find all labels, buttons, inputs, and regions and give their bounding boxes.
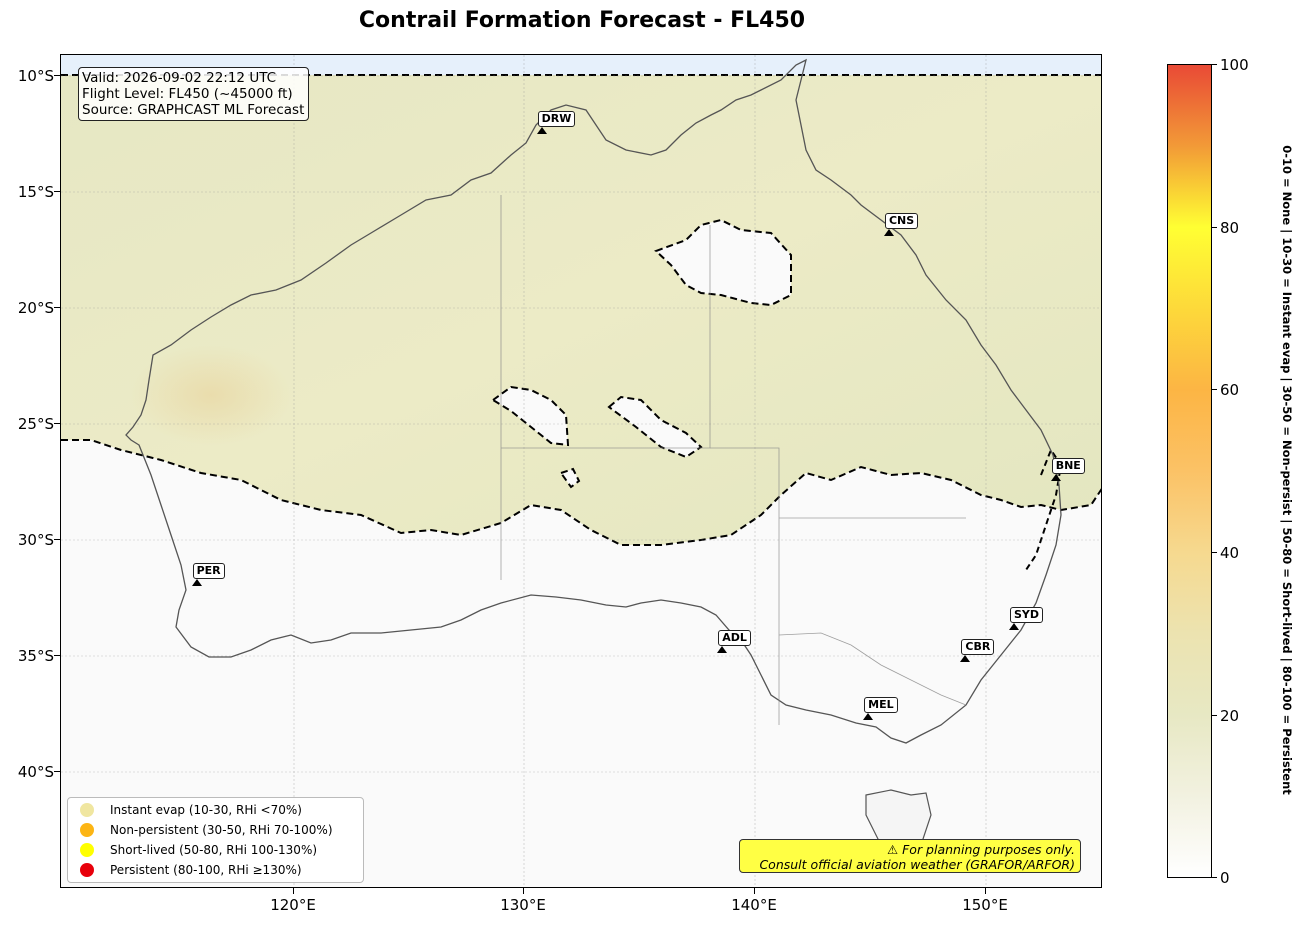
state-borders bbox=[500, 195, 967, 725]
lon-tick-mark bbox=[985, 888, 986, 894]
legend-label: Non-persistent (30-50, RHi 70-100%) bbox=[110, 823, 333, 837]
chart-title: Contrail Formation Forecast - FL450 bbox=[358, 8, 806, 33]
legend-item: Short-lived (50-80, RHi 100-130%) bbox=[80, 840, 317, 860]
planning-warning-box: ⚠ For planning purposes only. Consult of… bbox=[739, 839, 1081, 873]
legend-label: Short-lived (50-80, RHi 100-130%) bbox=[110, 843, 318, 857]
colorbar-tick-label: 20 bbox=[1220, 707, 1240, 725]
colorbar-tick-mark bbox=[1212, 227, 1217, 228]
forecast-source: Source: GRAPHCAST ML Forecast bbox=[82, 102, 305, 118]
colorbar-tick-label: 100 bbox=[1220, 56, 1249, 74]
city-marker-icon bbox=[536, 126, 547, 134]
lat-tick-label: 10°S bbox=[17, 67, 54, 85]
colorbar-tick-mark bbox=[1212, 552, 1217, 553]
colorbar-tick-mark bbox=[1212, 715, 1217, 716]
boundary-south bbox=[61, 439, 1101, 546]
city-marker-icon bbox=[717, 645, 728, 653]
colorbar-tick-label: 40 bbox=[1220, 544, 1240, 562]
colorbar-tick-label: 60 bbox=[1220, 381, 1240, 399]
boundary-east-coast bbox=[1025, 447, 1063, 571]
city-label-syd: SYD bbox=[1010, 606, 1044, 623]
colorbar-tick-label: 80 bbox=[1220, 219, 1240, 237]
city-label-cns: CNS bbox=[884, 212, 919, 229]
lat-tick-mark bbox=[54, 423, 60, 424]
legend-label: Instant evap (10-30, RHi <70%) bbox=[110, 803, 302, 817]
legend-item: Non-persistent (30-50, RHi 70-100%) bbox=[80, 820, 333, 840]
lat-tick-label: 30°S bbox=[17, 531, 54, 549]
legend-dot-non-persistent bbox=[80, 823, 94, 837]
city-marker-icon bbox=[883, 228, 894, 236]
legend-item: Instant evap (10-30, RHi <70%) bbox=[80, 800, 302, 820]
valid-time: Valid: 2026-09-02 22:12 UTC bbox=[82, 70, 277, 86]
legend-item: Persistent (80-100, RHi ≥130%) bbox=[80, 860, 302, 880]
forecast-field-north bbox=[61, 75, 1101, 545]
flight-level: Flight Level: FL450 (~45000 ft) bbox=[82, 86, 293, 102]
warning-line-1: ⚠ For planning purposes only. bbox=[887, 842, 1075, 857]
legend-label: Persistent (80-100, RHi ≥130%) bbox=[110, 863, 302, 877]
lat-tick-mark bbox=[54, 307, 60, 308]
warm-spot bbox=[131, 345, 291, 445]
map-canvas bbox=[61, 55, 1101, 887]
northern-ocean-band bbox=[61, 55, 1101, 75]
lat-tick-mark bbox=[54, 655, 60, 656]
lon-tick-label: 120°E bbox=[270, 896, 316, 914]
city-label-cbr: CBR bbox=[961, 638, 995, 655]
city-marker-icon bbox=[191, 578, 202, 586]
colorbar-category-label: 0-10 = None | 10-30 = Instant evap | 30-… bbox=[1280, 145, 1294, 795]
lon-tick-label: 150°E bbox=[962, 896, 1008, 914]
forecast-field-south bbox=[61, 440, 1101, 887]
city-marker-icon bbox=[1009, 622, 1019, 630]
australia-coastline bbox=[125, 58, 1062, 744]
city-label-bne: BNE bbox=[1051, 458, 1085, 475]
lon-tick-mark bbox=[754, 888, 755, 894]
lon-tick-label: 130°E bbox=[500, 896, 546, 914]
clear-area-small bbox=[559, 467, 581, 489]
legend-dot-instant-evap bbox=[80, 803, 94, 817]
clear-area-central-1 bbox=[491, 385, 570, 447]
colorbar-tick-mark bbox=[1212, 389, 1217, 390]
lon-tick-mark bbox=[293, 888, 294, 894]
lat-tick-label: 15°S bbox=[17, 183, 54, 201]
colorbar-tick-mark bbox=[1212, 64, 1217, 65]
lon-tick-label: 140°E bbox=[731, 896, 777, 914]
colorbar-tick-mark bbox=[1212, 877, 1217, 878]
lat-tick-mark bbox=[54, 191, 60, 192]
lat-tick-label: 25°S bbox=[17, 415, 54, 433]
lat-tick-label: 35°S bbox=[17, 647, 54, 665]
city-label-mel: MEL bbox=[864, 696, 898, 713]
lat-tick-mark bbox=[54, 75, 60, 76]
city-label-per: PER bbox=[192, 562, 225, 579]
forecast-info-box: Valid: 2026-09-02 22:12 UTC Flight Level… bbox=[78, 67, 310, 121]
city-marker-icon bbox=[960, 654, 971, 662]
clear-area-central-2 bbox=[607, 395, 703, 459]
colorbar bbox=[1167, 64, 1212, 878]
city-marker-icon bbox=[1050, 474, 1061, 482]
legend: Instant evap (10-30, RHi <70%) Non-persi… bbox=[67, 797, 364, 883]
legend-dot-short-lived bbox=[80, 843, 94, 857]
lat-tick-label: 20°S bbox=[17, 299, 54, 317]
city-label-drw: DRW bbox=[537, 110, 576, 127]
city-marker-icon bbox=[863, 712, 874, 720]
lat-tick-label: 40°S bbox=[17, 763, 54, 781]
city-label-adl: ADL bbox=[718, 629, 751, 646]
colorbar-tick-label: 0 bbox=[1220, 869, 1230, 887]
lat-tick-mark bbox=[54, 771, 60, 772]
warning-line-2: Consult official aviation weather (GRAFO… bbox=[759, 857, 1075, 872]
map-panel[interactable] bbox=[60, 54, 1102, 888]
clear-area-gulf bbox=[654, 218, 792, 307]
legend-dot-persistent bbox=[80, 863, 94, 877]
lon-tick-mark bbox=[523, 888, 524, 894]
lat-tick-mark bbox=[54, 539, 60, 540]
